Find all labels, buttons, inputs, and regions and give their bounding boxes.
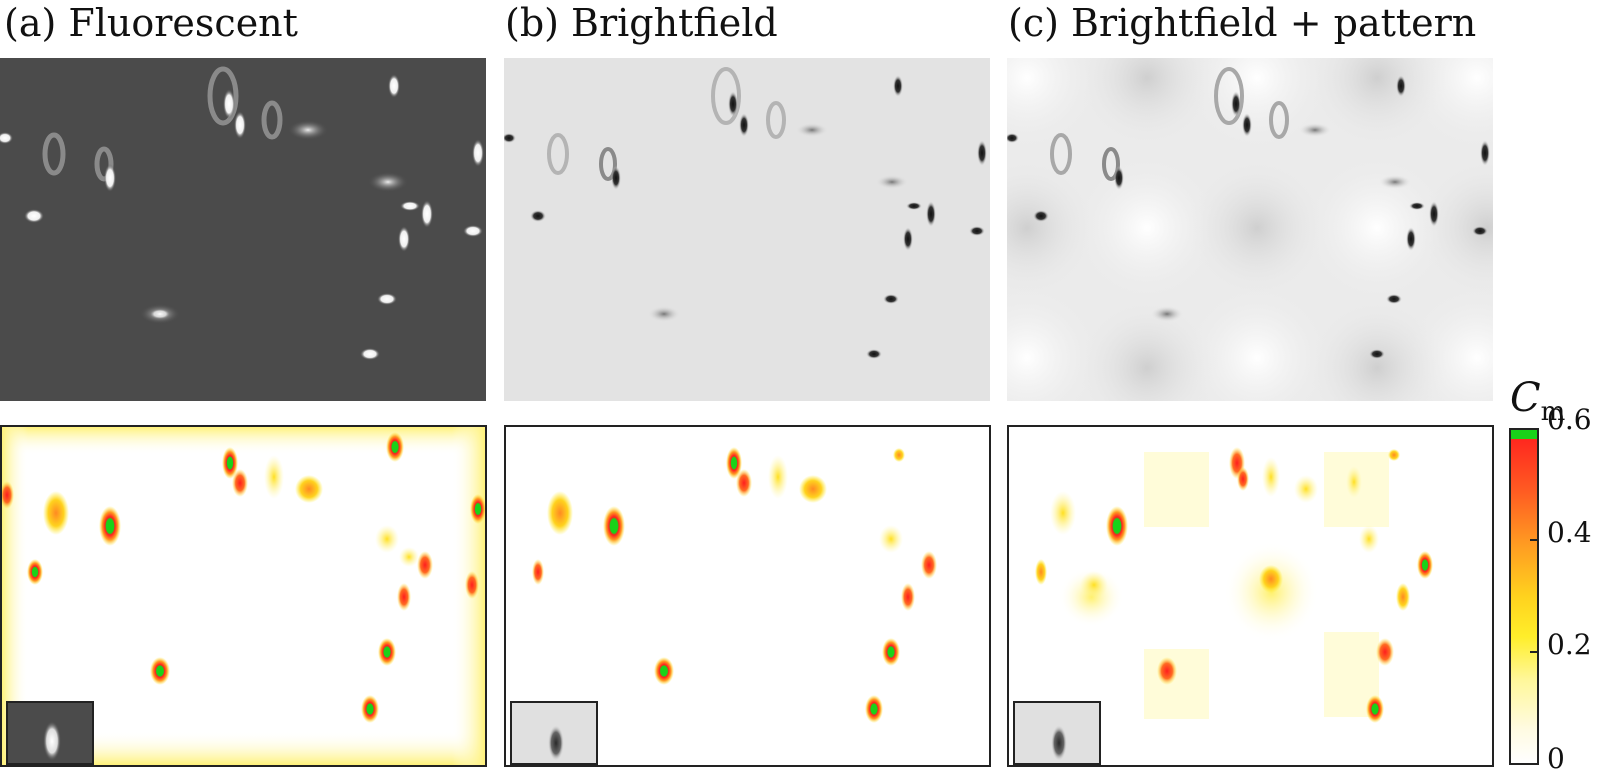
colorbar-label-symbol: C (1510, 375, 1541, 421)
colorbar-tick (1530, 539, 1537, 541)
colorbar-max-cap (1511, 430, 1537, 439)
panel-b-title: (b) Brightfield (505, 1, 778, 45)
brightfield-image (504, 58, 990, 401)
cm-map-brightfield-pattern (1007, 425, 1494, 767)
colorbar-label-subscript: m (1540, 397, 1566, 427)
inset-fluorescent-template (6, 701, 94, 765)
cm-map-brightfield (504, 425, 991, 767)
cm-map-fluorescent (0, 425, 487, 767)
colorbar-tick (1530, 651, 1537, 653)
colorbar-tick-label-0.2: 0.2 (1547, 628, 1592, 661)
colorbar-tick-label-0.4: 0.4 (1547, 516, 1592, 549)
brightfield-pattern-image (1007, 58, 1493, 401)
colorbar-label: Cm (1510, 376, 1565, 434)
colorbar (1509, 428, 1539, 765)
fluorescent-image (0, 58, 486, 401)
inset-pattern-template (1013, 701, 1101, 765)
colorbar-tick-label-0.6: 0.6 (1547, 403, 1592, 436)
panel-a-title: (a) Fluorescent (4, 1, 298, 45)
inset-brightfield-template (510, 701, 598, 765)
colorbar-tick-label-0: 0 (1547, 742, 1565, 775)
panel-c-title: (c) Brightfield + pattern (1008, 1, 1477, 45)
